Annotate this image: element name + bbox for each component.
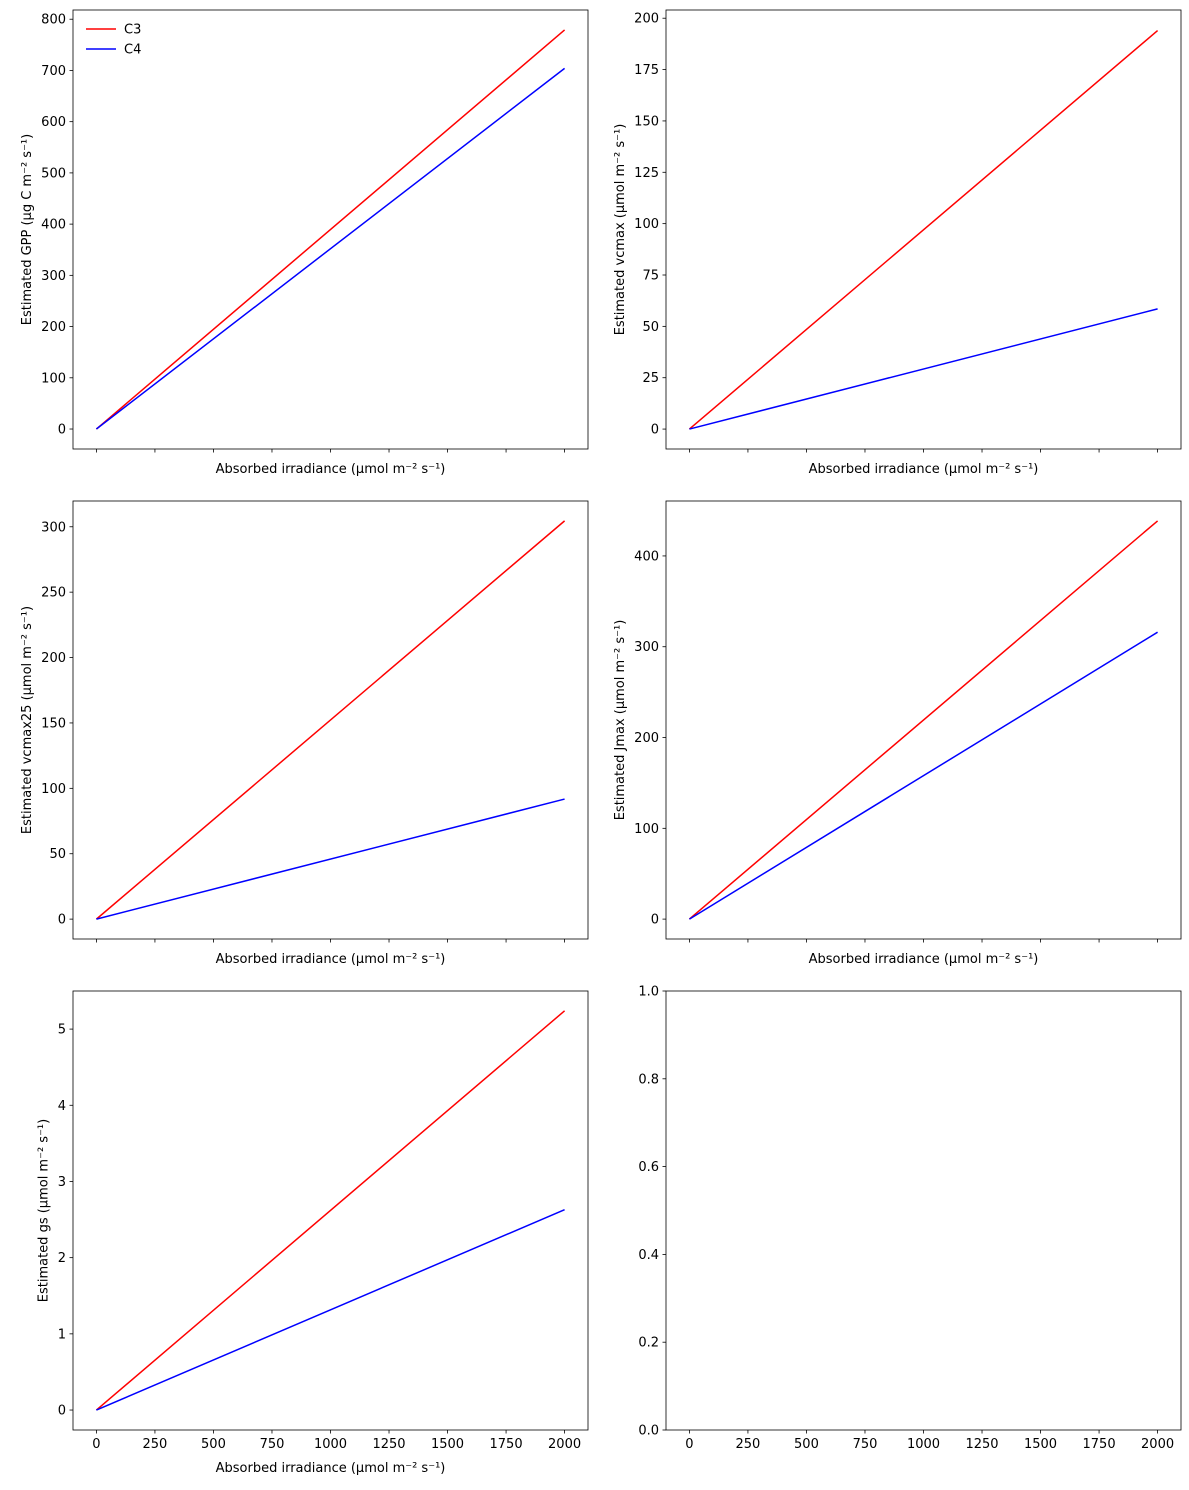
- y-tick-label: 150: [634, 114, 659, 129]
- subplot: 0 100 200 300 400 Absorbed irradiance (μmol m…: [613, 500, 1182, 967]
- line: [95, 67, 566, 430]
- y-tick-label: 0.8: [638, 1072, 659, 1087]
- y-tick-label: 2: [58, 1251, 66, 1266]
- y-tick-label: 200: [634, 731, 659, 746]
- x-tick-label: 500: [794, 1437, 819, 1452]
- line: [96, 1208, 565, 1411]
- y-tick-label: 100: [634, 822, 659, 837]
- line: [96, 798, 565, 920]
- x-tick-label: 250: [736, 1437, 761, 1452]
- y-tick-label: 5: [58, 1023, 66, 1038]
- axes-frame: [665, 990, 1182, 1431]
- subplot: 0 250 500 750 1000 1250 1500 1750 2000 0.0 0.2 0.4 0…: [638, 985, 1182, 1452]
- x-tick-label: 1250: [372, 1437, 405, 1452]
- line: [689, 631, 1158, 920]
- y-tick-label: 50: [49, 847, 66, 862]
- y-axis-label: Estimated gs (μmol m⁻² s⁻¹): [37, 1119, 52, 1302]
- y-tick-label: 0: [651, 913, 659, 928]
- y-tick-label: 0: [58, 1404, 66, 1419]
- y-tick-label: 300: [41, 520, 66, 535]
- x-tick-label: 1750: [490, 1437, 523, 1452]
- subplot: 0 50 100 150 200 250 300 Absorbed irradiance (μ…: [20, 500, 589, 967]
- y-tick-label: 1: [58, 1327, 66, 1342]
- y-tick-label: 50: [642, 320, 659, 335]
- y-tick-label: 100: [634, 217, 659, 232]
- y-tick-label: 25: [642, 371, 659, 386]
- y-tick-label: 200: [41, 651, 66, 666]
- x-axis-label: Absorbed irradiance (μmol m⁻² s⁻¹): [216, 1461, 446, 1476]
- y-tick-label: 400: [41, 218, 66, 233]
- x-tick-label: 0: [92, 1437, 100, 1452]
- y-tick-label: 125: [634, 166, 659, 181]
- y-tick-label: 0.2: [638, 1336, 659, 1351]
- y-tick-label: 100: [41, 782, 66, 797]
- x-tick-label: 250: [143, 1437, 168, 1452]
- legend-label: C4: [124, 43, 141, 58]
- y-tick-label: 0.0: [638, 1424, 659, 1439]
- y-tick-label: 600: [41, 115, 66, 130]
- legend-label: C3: [124, 23, 141, 38]
- x-tick-label: 500: [201, 1437, 226, 1452]
- y-axis-label: Estimated Jmax (μmol m⁻² s⁻¹): [613, 620, 628, 821]
- y-tick-label: 500: [41, 166, 66, 181]
- line: [95, 29, 566, 430]
- subplot: 0 100 200 300 400 500 600 700 800 Absorbed irradi…: [20, 9, 589, 477]
- y-tick-label: 800: [41, 13, 66, 28]
- y-tick-label: 150: [41, 716, 66, 731]
- x-tick-label: 1500: [431, 1437, 464, 1452]
- y-tick-label: 100: [41, 371, 66, 386]
- y-tick-label: 0: [58, 913, 66, 928]
- y-tick-label: 400: [634, 549, 659, 564]
- x-tick-label: 1500: [1024, 1437, 1057, 1452]
- y-tick-label: 300: [41, 269, 66, 284]
- line: [95, 1010, 566, 1411]
- y-axis-label: Estimated vcmax (μmol m⁻² s⁻¹): [613, 124, 628, 336]
- y-tick-label: 700: [41, 64, 66, 79]
- line: [95, 520, 566, 920]
- x-tick-label: 750: [260, 1437, 285, 1452]
- x-tick-label: 750: [853, 1437, 878, 1452]
- y-tick-label: 250: [41, 586, 66, 601]
- y-axis-label: Estimated vcmax25 (μmol m⁻² s⁻¹): [20, 606, 35, 834]
- x-tick-label: 2000: [1141, 1437, 1174, 1452]
- y-tick-label: 300: [634, 640, 659, 655]
- y-tick-label: 200: [41, 320, 66, 335]
- x-tick-label: 1250: [965, 1437, 998, 1452]
- line: [689, 308, 1158, 430]
- x-tick-label: 1750: [1083, 1437, 1116, 1452]
- y-tick-label: 200: [634, 12, 659, 27]
- x-tick-label: 0: [685, 1437, 693, 1452]
- y-tick-label: 0: [651, 423, 659, 438]
- x-tick-label: 2000: [548, 1437, 581, 1452]
- x-axis-label: Absorbed irradiance (μmol m⁻² s⁻¹): [809, 952, 1039, 967]
- x-axis-label: Absorbed irradiance (μmol m⁻² s⁻¹): [216, 952, 446, 967]
- line: [688, 520, 1159, 920]
- subplot: 0 250 500 750 1000 1250 1500 1750 2000 0 1 2 3 4 5 Abso…: [37, 990, 589, 1476]
- x-tick-label: 1000: [314, 1437, 347, 1452]
- y-tick-label: 1.0: [638, 985, 659, 1000]
- y-tick-label: 75: [642, 269, 659, 284]
- y-axis-label: Estimated GPP (μg C m⁻² s⁻¹): [20, 134, 35, 325]
- y-tick-label: 0: [58, 423, 66, 438]
- subplot: 0 25 50 75 100 125 150 175 200 Absorbed irradianc…: [613, 9, 1182, 477]
- y-tick-label: 175: [634, 63, 659, 78]
- y-tick-label: 0.4: [638, 1248, 659, 1263]
- x-axis-label: Absorbed irradiance (μmol m⁻² s⁻¹): [809, 462, 1039, 477]
- y-tick-label: 3: [58, 1175, 66, 1190]
- x-axis-label: Absorbed irradiance (μmol m⁻² s⁻¹): [216, 462, 446, 477]
- line: [688, 29, 1159, 430]
- y-tick-label: 0.6: [638, 1160, 659, 1175]
- y-tick-label: 4: [58, 1099, 66, 1114]
- x-tick-label: 1000: [907, 1437, 940, 1452]
